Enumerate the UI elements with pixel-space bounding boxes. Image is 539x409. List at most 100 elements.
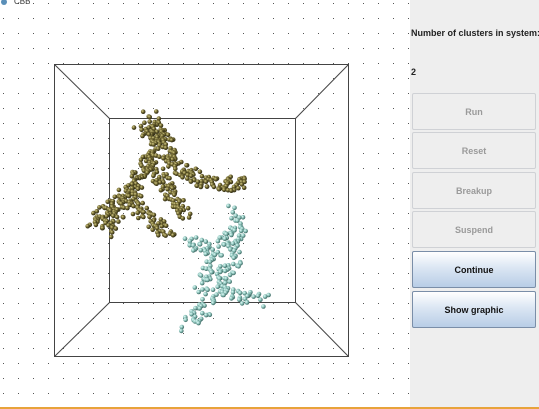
particle — [216, 186, 222, 192]
particle — [198, 247, 204, 253]
particle — [203, 179, 209, 184]
particle — [156, 116, 162, 121]
particle — [229, 296, 234, 301]
particle — [199, 173, 205, 179]
particle — [229, 215, 234, 221]
particle — [158, 187, 164, 193]
particle — [147, 114, 152, 120]
particle — [161, 156, 166, 161]
particle — [205, 287, 210, 293]
particle — [255, 293, 261, 299]
particle — [113, 226, 119, 231]
particle — [184, 163, 189, 168]
particle — [207, 259, 213, 265]
particle — [215, 284, 220, 290]
particle — [140, 200, 145, 206]
particle — [203, 312, 209, 318]
particle — [198, 273, 204, 278]
control-panel: Number of clusters in system: 2 Run Reset… — [410, 0, 539, 407]
button: Suspend — [412, 211, 536, 248]
particle — [238, 228, 244, 234]
particle — [231, 270, 236, 276]
particle — [170, 185, 175, 191]
particle — [180, 216, 186, 221]
particle — [136, 215, 141, 221]
particle — [258, 297, 263, 303]
particle — [179, 324, 185, 330]
particle — [205, 277, 210, 283]
particle — [230, 290, 236, 295]
particle — [187, 211, 193, 217]
particle — [219, 253, 224, 258]
particle — [239, 182, 245, 187]
particle — [199, 280, 205, 286]
particle — [125, 205, 130, 211]
app-icon — [1, 0, 7, 5]
particle — [189, 312, 194, 317]
particle — [109, 225, 115, 230]
particle — [147, 214, 152, 220]
particle — [194, 183, 200, 189]
particle — [196, 289, 201, 295]
particle — [104, 214, 109, 219]
particle — [191, 248, 196, 253]
particle — [240, 215, 246, 220]
particle — [131, 203, 136, 209]
particle — [210, 247, 215, 252]
particle — [121, 215, 126, 220]
particle — [121, 205, 127, 210]
particle — [129, 173, 135, 179]
particle — [165, 132, 171, 138]
particle — [216, 244, 221, 249]
particle — [193, 166, 199, 172]
clusters — [85, 109, 271, 334]
particle — [212, 252, 218, 258]
particle — [97, 205, 102, 210]
particle — [221, 292, 226, 298]
particle — [163, 145, 169, 150]
particle — [237, 249, 242, 255]
particle — [200, 297, 205, 302]
clusters-label: Number of clusters in system: — [411, 28, 539, 38]
particle — [223, 231, 229, 237]
particle — [154, 109, 159, 114]
bottom-border — [0, 407, 539, 409]
button[interactable]: Continue — [412, 251, 536, 288]
particle — [185, 205, 191, 211]
particle — [217, 276, 222, 281]
particle — [138, 157, 144, 163]
particle — [161, 173, 167, 179]
particle — [157, 154, 162, 159]
particle — [204, 259, 209, 265]
button[interactable]: Show graphic — [412, 291, 536, 328]
particle — [85, 223, 90, 229]
particle — [140, 133, 145, 139]
particle — [210, 287, 216, 293]
particle — [215, 238, 221, 244]
particle — [172, 192, 177, 198]
particle — [203, 266, 209, 272]
particle — [244, 300, 250, 305]
particle — [223, 280, 228, 286]
particle — [197, 242, 203, 247]
particle — [109, 230, 115, 235]
particle — [227, 279, 232, 284]
particle — [233, 213, 238, 218]
particle — [227, 272, 233, 278]
particle — [157, 180, 163, 185]
particle — [146, 224, 151, 230]
particle — [126, 193, 132, 199]
particle — [187, 243, 192, 248]
particle — [237, 290, 243, 296]
particle — [235, 218, 240, 223]
particle — [222, 268, 228, 274]
particle — [188, 179, 194, 184]
particle — [174, 171, 179, 176]
particle — [167, 175, 172, 181]
particle — [158, 217, 164, 222]
particle — [139, 185, 145, 190]
particle — [108, 234, 114, 240]
particle — [169, 137, 175, 143]
particle — [243, 228, 248, 234]
particle — [162, 196, 168, 202]
